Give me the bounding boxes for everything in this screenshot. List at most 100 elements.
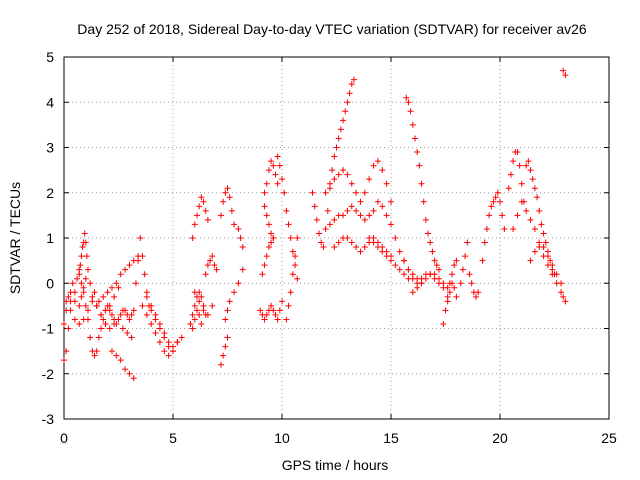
- data-point: [170, 348, 176, 355]
- data-point: [263, 311, 270, 318]
- data-point: [77, 262, 84, 269]
- data-point: [156, 339, 163, 346]
- data-point: [128, 311, 135, 318]
- data-point: [126, 262, 133, 269]
- data-point: [191, 316, 198, 323]
- data-point: [200, 307, 207, 314]
- data-point: [161, 348, 168, 355]
- data-point: [281, 189, 288, 196]
- data-point: [237, 235, 244, 241]
- data-point: [353, 244, 360, 251]
- data-point: [209, 253, 216, 260]
- data-point: [466, 271, 473, 278]
- data-point: [261, 203, 268, 210]
- data-point: [122, 307, 129, 314]
- data-point: [211, 262, 218, 269]
- data-point: [324, 207, 331, 214]
- data-point: [141, 271, 148, 278]
- data-point: [268, 239, 275, 246]
- data-point: [292, 262, 299, 269]
- data-point: [335, 171, 342, 178]
- data-point: [189, 311, 196, 318]
- data-point: [263, 212, 270, 219]
- data-point: [344, 207, 351, 214]
- data-point: [409, 289, 416, 296]
- data-point: [226, 298, 233, 305]
- data-point: [106, 302, 113, 309]
- data-point: [449, 271, 456, 278]
- data-point: [191, 289, 198, 296]
- data-point: [98, 311, 105, 318]
- data-point: [132, 280, 139, 287]
- data-point: [483, 225, 490, 232]
- data-point: [350, 76, 357, 83]
- data-point: [507, 171, 514, 178]
- data-point: [198, 320, 205, 327]
- data-point: [93, 302, 100, 309]
- data-point: [383, 212, 390, 219]
- data-point: [505, 185, 512, 192]
- y-tick-label: 5: [46, 49, 54, 65]
- data-point: [344, 235, 351, 241]
- data-point: [78, 253, 85, 260]
- data-point: [553, 280, 560, 287]
- data-point: [292, 253, 299, 260]
- data-point: [514, 212, 521, 219]
- data-point: [318, 239, 325, 246]
- data-point: [100, 316, 107, 323]
- x-tick-label: 20: [492, 430, 508, 446]
- data-point: [348, 180, 355, 187]
- data-point: [115, 284, 122, 291]
- data-point: [433, 262, 440, 269]
- data-point: [549, 271, 556, 278]
- data-point: [204, 262, 211, 269]
- data-point: [427, 239, 434, 246]
- data-point: [178, 334, 185, 341]
- data-point: [126, 370, 133, 377]
- data-point: [348, 203, 355, 210]
- data-point: [84, 307, 91, 314]
- data-point: [420, 198, 427, 205]
- data-point: [459, 266, 466, 273]
- data-point: [322, 225, 329, 232]
- data-point: [418, 180, 425, 187]
- data-point: [396, 248, 403, 255]
- data-point: [76, 271, 83, 278]
- data-point: [294, 275, 301, 282]
- data-point: [342, 108, 349, 115]
- data-point: [198, 293, 205, 300]
- data-point: [422, 216, 429, 223]
- data-point: [113, 280, 120, 287]
- data-point: [283, 207, 290, 214]
- axis-ticks: 0 5 10 15 20 25 -3 -2 -1 0 1 2 3 4 5: [42, 49, 617, 446]
- data-point: [274, 180, 281, 187]
- data-point: [453, 293, 460, 300]
- data-point: [270, 307, 277, 314]
- data-point: [518, 180, 525, 187]
- data-point: [527, 167, 534, 174]
- data-point: [361, 216, 368, 223]
- data-point: [276, 307, 283, 314]
- data-point: [422, 275, 429, 282]
- data-point: [294, 235, 301, 241]
- data-point: [392, 262, 399, 269]
- data-point: [124, 330, 131, 337]
- data-point: [148, 320, 155, 327]
- data-point: [272, 171, 279, 178]
- data-point: [401, 271, 408, 278]
- data-point: [228, 207, 235, 214]
- data-point: [540, 230, 547, 237]
- data-point: [523, 162, 530, 169]
- data-point: [235, 280, 242, 287]
- data-point: [270, 162, 277, 169]
- data-point: [122, 266, 129, 273]
- data-point: [189, 325, 196, 332]
- data-point: [431, 257, 438, 264]
- data-point: [100, 293, 107, 300]
- data-point: [220, 352, 227, 359]
- y-tick-label: 4: [46, 94, 54, 110]
- data-point: [174, 339, 181, 346]
- data-point: [135, 257, 142, 264]
- data-point: [198, 194, 205, 201]
- data-point: [222, 343, 229, 350]
